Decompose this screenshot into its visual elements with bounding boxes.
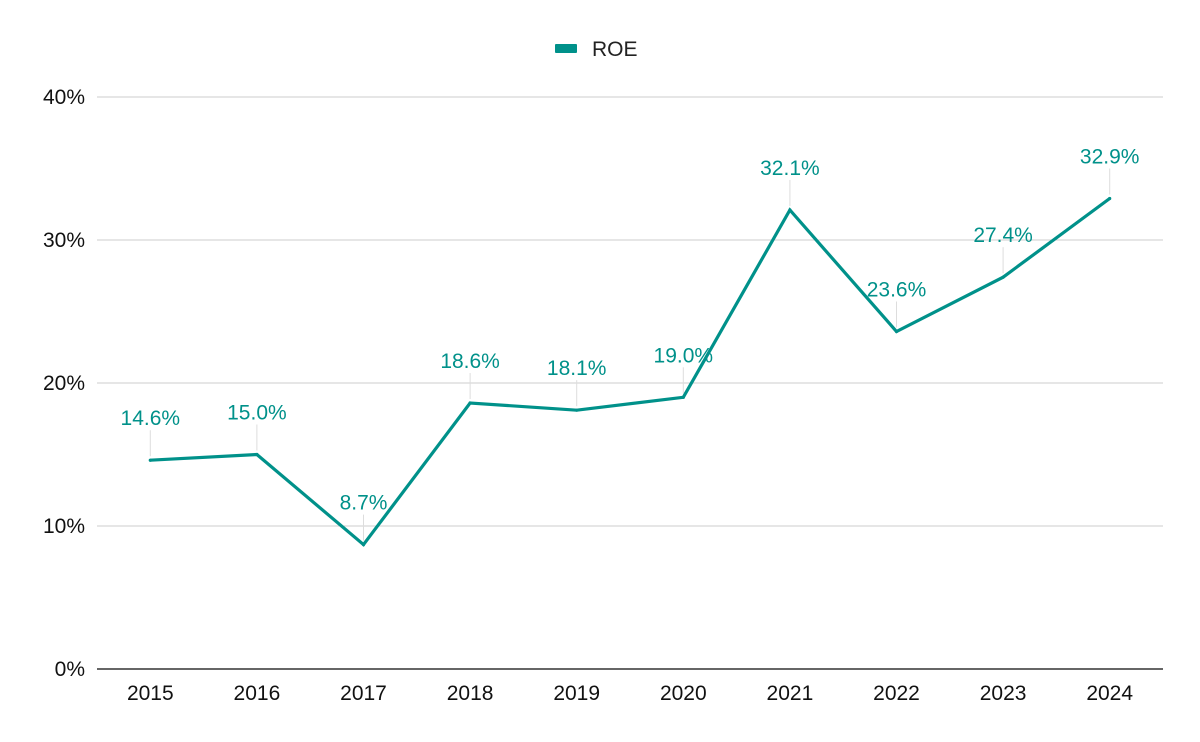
data-point [681,395,685,399]
x-tick-label: 2016 [234,682,281,705]
data-point [148,458,152,462]
data-label: 15.0% [227,402,287,425]
y-tick-label: 10% [43,515,85,538]
x-tick-label: 2020 [660,682,707,705]
data-label: 27.4% [973,224,1033,247]
y-tick-label: 30% [43,229,85,252]
x-tick-label: 2021 [767,682,814,705]
data-label: 14.6% [121,407,181,430]
data-point [468,401,472,405]
y-tick-label: 20% [43,372,85,395]
data-point [1108,196,1112,201]
x-tick-label: 2022 [873,682,920,705]
data-point [361,542,366,547]
data-point [255,452,259,457]
data-label: 32.1% [760,157,820,180]
data-label: 18.6% [440,350,500,373]
data-label: 23.6% [867,279,927,302]
legend-swatch-roe [555,44,577,53]
data-point [894,329,899,334]
x-tick-label: 2019 [553,682,600,705]
x-tick-label: 2017 [340,682,387,705]
data-label: 32.9% [1080,146,1140,169]
data-labels: 14.6% 15.0% 8.7% 18.6% 18.1% 19.0% 32.1% 23.6% 2… [121,146,1140,515]
label-leader-lines [149,168,1111,541]
data-point [1001,275,1005,279]
legend-label-roe: ROE [592,38,638,61]
x-tick-label: 2018 [447,682,494,705]
data-label: 18.1% [547,357,607,380]
series-roe [148,196,1112,547]
gridlines [97,96,1163,527]
legend: ROE [555,38,638,61]
data-label: 8.7% [340,492,388,515]
y-tick-label: 0% [55,658,85,681]
data-label: 19.0% [654,344,714,367]
axes: 0% 10% 20% 30% 40% 2015 2016 2017 2018 2019 2020 20… [43,86,1163,705]
data-point [575,408,579,412]
x-tick-label: 2015 [127,682,174,705]
data-point [788,208,792,212]
x-tick-label: 2024 [1086,682,1133,705]
series-line-roe [150,197,1111,547]
y-tick-label: 40% [43,86,85,109]
x-tick-label: 2023 [980,682,1027,705]
